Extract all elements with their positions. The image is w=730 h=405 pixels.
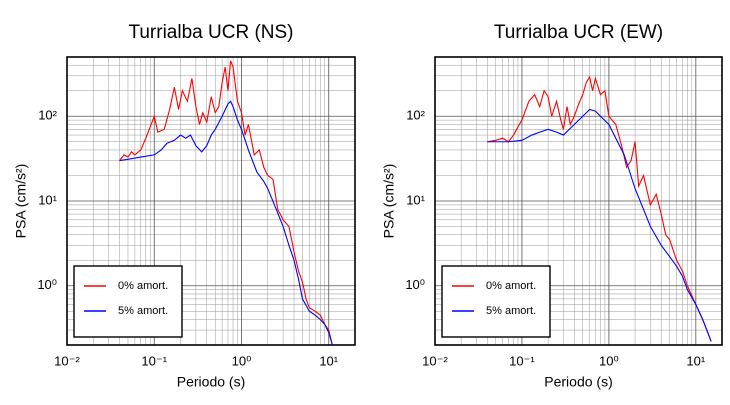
legend: 0% amort. 5% amort. [441,265,551,338]
x-tick-label: 10⁻¹ [141,353,167,368]
x-axis-label: Periodo (s) [544,374,612,390]
y-tick-label: 10⁰ [405,277,425,292]
chart-panel: Turrialba UCR (NS) Periodo (s) PSA (cm/s²)… [13,22,356,390]
legend-label: 0% amort. [486,280,536,292]
chart-panel: Turrialba UCR (EW) Periodo (s) PSA (cm/s²)… [381,22,723,390]
x-tick-label: 10⁰ [232,353,252,368]
plot-frame [434,56,723,346]
y-axis-label: PSA (cm/s²) [381,164,397,239]
x-tick-label: 10¹ [319,353,338,368]
data-line [119,60,333,346]
x-tick-label: 10¹ [686,353,705,368]
data-line [119,100,333,346]
chart-title: Turrialba UCR (NS) [128,22,293,43]
legend-label: 5% amort. [486,305,536,317]
legend-label: 0% amort. [118,280,168,292]
y-tick-label: 10⁰ [37,277,57,292]
x-tick-label: 10⁰ [599,353,619,368]
legend: 0% amort. 5% amort. [73,265,183,338]
data-line [487,75,712,342]
data-line [487,108,712,342]
x-axis-label: Periodo (s) [177,374,245,390]
legend-box [441,265,551,338]
legend-label: 5% amort. [118,305,168,317]
y-tick-label: 10¹ [406,192,425,207]
y-axis-label: PSA (cm/s²) [13,164,29,239]
y-tick-label: 10² [38,108,57,123]
x-tick-label: 10⁻¹ [509,353,535,368]
y-tick-label: 10² [406,108,425,123]
x-tick-label: 10⁻² [54,353,80,368]
plot-frame [66,56,356,346]
y-tick-label: 10¹ [38,192,57,207]
chart-title: Turrialba UCR (EW) [494,22,663,43]
legend-box [73,265,183,338]
x-tick-label: 10⁻² [422,353,448,368]
